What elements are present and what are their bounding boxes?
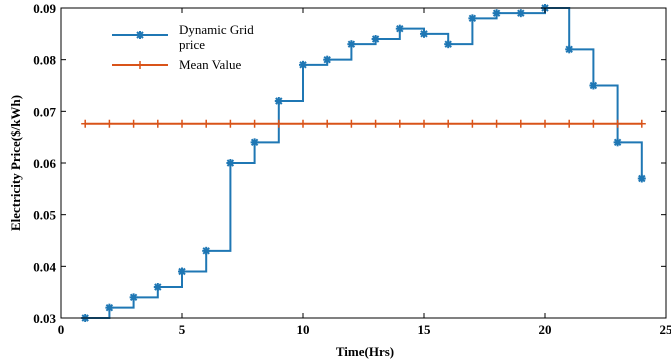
data-point-mean bbox=[637, 119, 646, 128]
legend-box bbox=[106, 16, 256, 78]
data-point-mean bbox=[178, 119, 186, 128]
y-tick-label: 0.03 bbox=[33, 311, 56, 326]
data-point-dynamic bbox=[395, 24, 404, 33]
data-point-mean bbox=[226, 119, 235, 128]
data-point-mean bbox=[468, 119, 477, 128]
axes: 0 5 10 15 20 25 0.03 0.04 0.05 0.06 0.07 0.08 0.09 bbox=[33, 1, 671, 337]
data-point-dynamic bbox=[250, 138, 259, 147]
data-point-mean bbox=[589, 119, 598, 128]
legend-label-dynamic-line2: price bbox=[179, 37, 205, 52]
legend-marker-plus-icon bbox=[136, 61, 144, 69]
x-tick-label: 25 bbox=[660, 322, 671, 337]
data-point-mean bbox=[153, 119, 162, 128]
legend-label-dynamic-line1: Dynamic Grid bbox=[179, 22, 254, 37]
data-point-mean bbox=[81, 119, 90, 128]
legend-marker-asterisk bbox=[136, 31, 144, 39]
x-tick-label: 0 bbox=[58, 322, 65, 337]
data-point-mean bbox=[250, 119, 259, 128]
legend-entry-dynamic-grid-price: Dynamic Grid price bbox=[112, 22, 254, 52]
y-tick-label: 0.05 bbox=[33, 208, 56, 223]
data-point-mean bbox=[202, 119, 211, 128]
data-point-mean bbox=[444, 119, 453, 128]
data-point-mean bbox=[492, 119, 501, 128]
data-point-dynamic bbox=[637, 174, 646, 183]
legend-entry-mean-value: Mean Value bbox=[112, 57, 241, 72]
y-axis-title: Electricity Price($/kWh) bbox=[8, 95, 23, 231]
data-point-dynamic bbox=[202, 246, 211, 255]
y-tick-label: 0.08 bbox=[33, 53, 56, 68]
data-point-mean bbox=[541, 119, 549, 128]
y-tick-label: 0.07 bbox=[33, 104, 56, 119]
data-point-dynamic bbox=[420, 29, 428, 38]
x-tick-label: 20 bbox=[539, 322, 552, 337]
data-point-dynamic bbox=[371, 35, 380, 43]
data-point-mean bbox=[613, 119, 622, 128]
data-point-mean bbox=[347, 119, 356, 128]
data-point-dynamic bbox=[444, 40, 453, 49]
y-tick-label: 0.09 bbox=[33, 1, 56, 16]
data-point-mean bbox=[323, 119, 332, 128]
data-point-dynamic bbox=[153, 283, 162, 291]
data-point-dynamic bbox=[226, 159, 235, 167]
x-tick-label: 5 bbox=[179, 322, 186, 337]
data-point-mean bbox=[371, 119, 380, 128]
data-point-dynamic bbox=[492, 9, 501, 18]
data-point-dynamic bbox=[565, 45, 574, 54]
data-point-mean bbox=[395, 119, 404, 128]
data-point-dynamic bbox=[468, 14, 477, 23]
data-point-dynamic bbox=[347, 40, 356, 49]
y-tick-label: 0.06 bbox=[33, 156, 56, 171]
x-axis-title: Time(Hrs) bbox=[336, 344, 394, 359]
data-point-mean bbox=[299, 119, 307, 128]
data-point-dynamic bbox=[105, 303, 114, 312]
data-point-dynamic bbox=[129, 293, 138, 302]
legend: Dynamic Grid price Mean Value bbox=[106, 16, 256, 78]
x-tick-label: 10 bbox=[297, 322, 310, 337]
legend-label-mean: Mean Value bbox=[179, 57, 241, 72]
legend-marker-plus bbox=[136, 61, 144, 69]
data-point-mean bbox=[105, 119, 114, 128]
y-tick-label: 0.04 bbox=[33, 259, 56, 274]
x-tick-label: 15 bbox=[418, 322, 432, 337]
data-point-dynamic bbox=[589, 81, 598, 90]
data-point-mean bbox=[565, 119, 574, 128]
data-point-dynamic bbox=[299, 60, 307, 69]
data-point-dynamic bbox=[178, 267, 186, 276]
data-point-dynamic bbox=[274, 97, 283, 105]
data-point-mean bbox=[516, 119, 525, 128]
data-point-dynamic bbox=[516, 9, 525, 18]
data-point-mean bbox=[274, 119, 283, 128]
data-point-mean bbox=[420, 119, 428, 128]
legend-marker-asterisk-icon bbox=[136, 31, 144, 39]
data-point-dynamic bbox=[323, 55, 332, 64]
data-point-mean bbox=[129, 119, 138, 128]
data-point-dynamic bbox=[613, 138, 622, 147]
